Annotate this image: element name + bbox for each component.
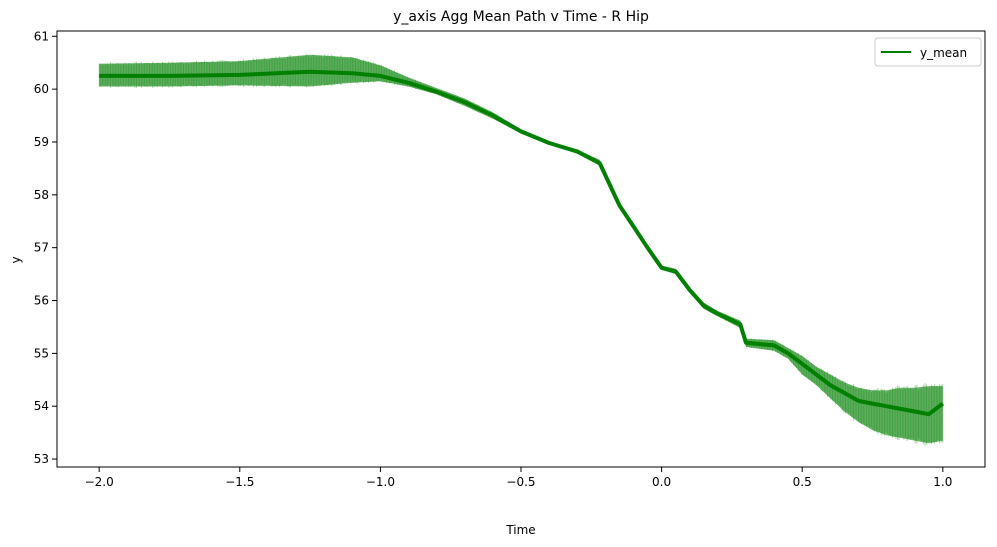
y-tick-label: 60 (34, 82, 49, 96)
x-tick-label: 1.0 (933, 475, 952, 489)
chart-title: y_axis Agg Mean Path v Time - R Hip (393, 9, 649, 25)
legend-box (874, 37, 982, 67)
x-axis-ticks: −2.0 −1.5 −1.0 −0.5 0.0 0.5 1.0 (85, 467, 952, 489)
y-axis-ticks: 53 54 55 56 57 58 59 60 61 (34, 29, 57, 466)
x-tick-label: −2.0 (85, 475, 114, 489)
series-line-y-mean (99, 69, 945, 417)
x-tick-label: −0.5 (506, 475, 535, 489)
legend: y_mean (874, 37, 982, 67)
x-tick-label: −1.0 (366, 475, 395, 489)
y-tick-label: 61 (34, 29, 49, 43)
legend-label-y-mean: y_mean (920, 46, 967, 60)
x-tick-label: −1.5 (225, 475, 254, 489)
error-bars (98, 54, 944, 446)
x-tick-label: 0.0 (652, 475, 671, 489)
y-tick-label: 59 (34, 135, 49, 149)
y-tick-label: 55 (34, 346, 49, 360)
x-axis-label: Time (505, 523, 535, 537)
x-tick-label: 0.5 (793, 475, 812, 489)
y-tick-label: 54 (34, 399, 49, 413)
mean-line-group (99, 69, 945, 417)
confidence-band-group (98, 54, 944, 446)
y-tick-label: 53 (34, 452, 49, 466)
y-tick-label: 57 (34, 241, 49, 255)
y-axis-label: y (9, 256, 23, 263)
y-tick-label: 56 (34, 294, 49, 308)
y-tick-label: 58 (34, 188, 49, 202)
